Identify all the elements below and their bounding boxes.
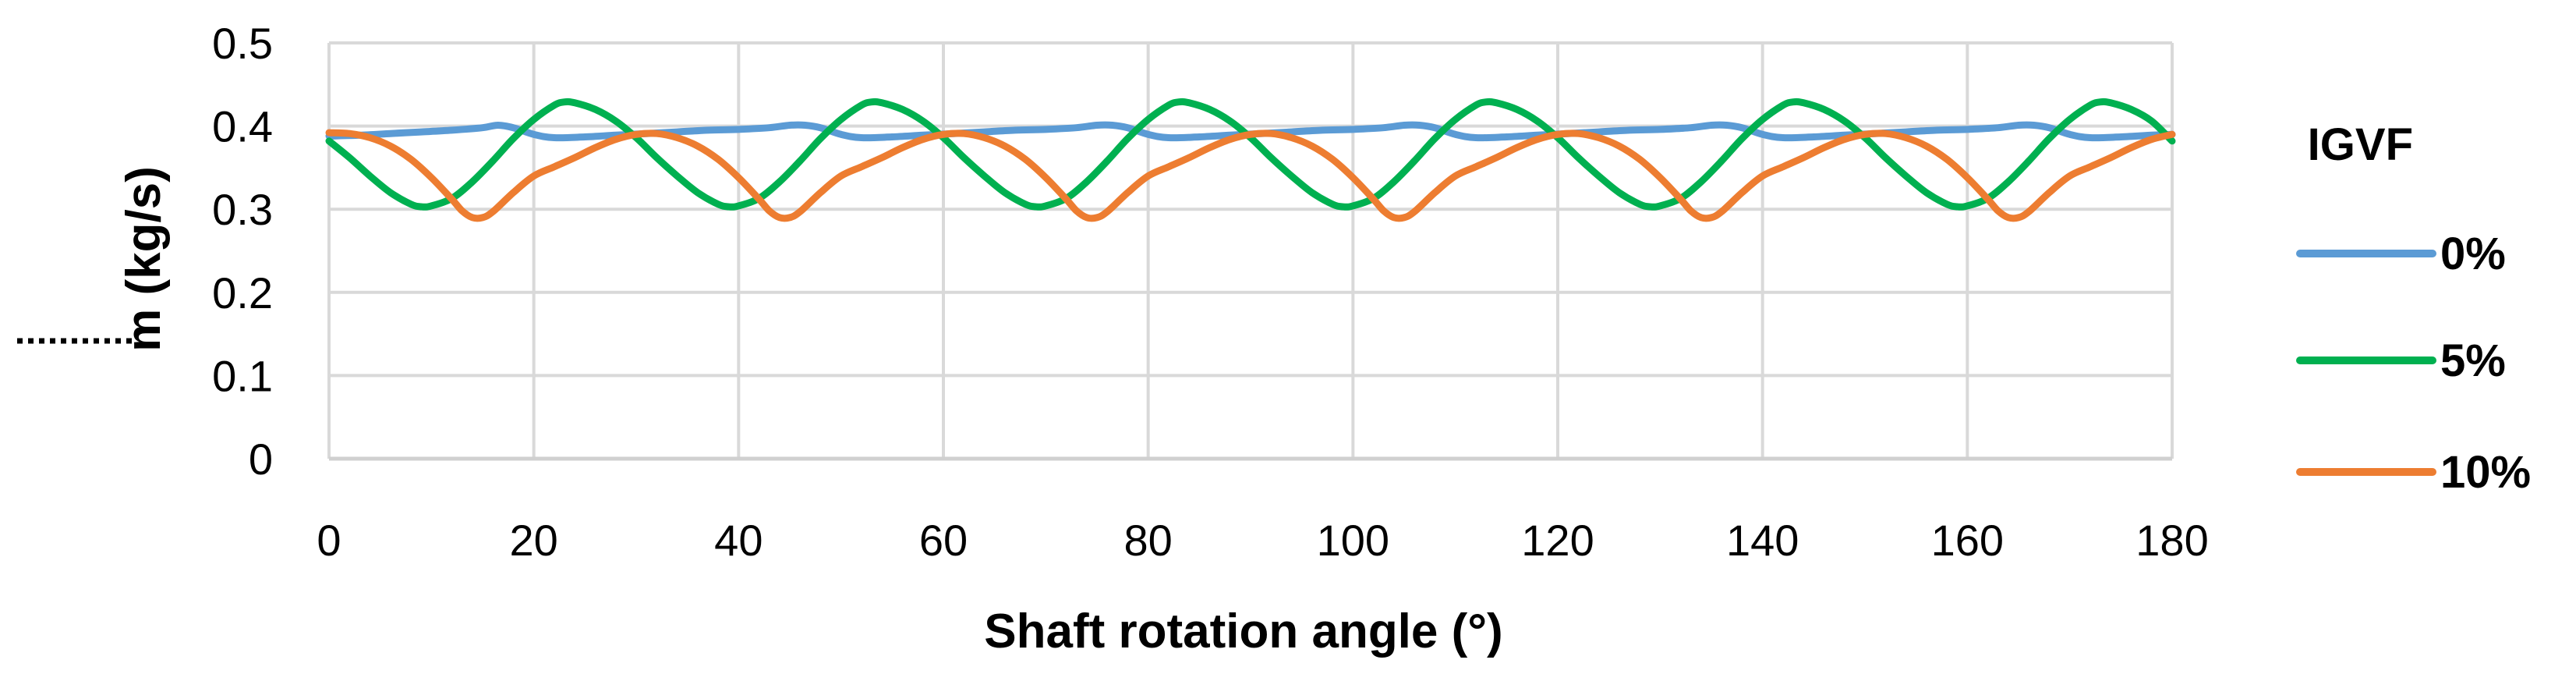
y-tick-label: 0: [249, 435, 273, 484]
y-axis-ticks: 0 0.1 0.2 0.3 0.4 0.5: [212, 19, 273, 484]
x-tick-label: 80: [1124, 516, 1173, 565]
series-line-5pct: [325, 98, 2176, 211]
legend-title: IGVF: [2308, 119, 2413, 170]
y-tick-label: 0.3: [212, 185, 273, 234]
x-axis-ticks: 0 20 40 60 80 100 120 140 160 180: [317, 516, 2208, 565]
series-lines: [325, 98, 2176, 222]
legend: IGVF 0% 5% 10%: [2296, 119, 2531, 498]
y-tick-label: 0.2: [212, 268, 273, 317]
x-tick-label: 140: [1726, 516, 1799, 565]
x-tick-label: 20: [510, 516, 558, 565]
x-tick-label: 120: [1521, 516, 1594, 565]
x-tick-label: 180: [2135, 516, 2208, 565]
y-tick-label: 0.1: [212, 351, 273, 400]
x-axis-title: Shaft rotation angle (°): [984, 605, 1502, 658]
legend-label-5pct: 5%: [2440, 335, 2506, 386]
y-tick-label: 0.4: [212, 102, 273, 151]
x-tick-label: 100: [1317, 516, 1389, 565]
gridlines: [327, 41, 2174, 460]
legend-label-10pct: 10%: [2440, 447, 2531, 498]
series-line-10pct: [325, 129, 2176, 222]
y-tick-label: 0.5: [212, 19, 273, 68]
x-tick-label: 160: [1931, 516, 2004, 565]
x-tick-label: 40: [714, 516, 763, 565]
y-axis-title-group: m (kg/s): [117, 166, 171, 352]
y-axis-title: m (kg/s): [117, 166, 171, 352]
x-tick-label: 0: [317, 516, 341, 565]
x-tick-label: 60: [919, 516, 968, 565]
legend-label-0pct: 0%: [2440, 229, 2506, 279]
